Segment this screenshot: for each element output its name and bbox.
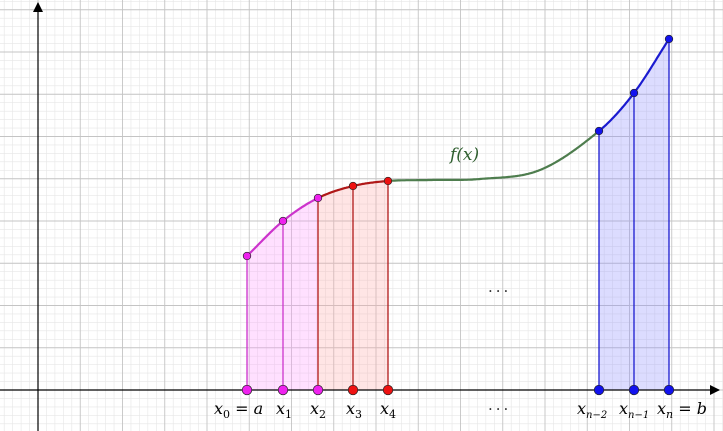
axis-point xyxy=(593,384,605,396)
curve-point xyxy=(629,88,639,98)
curve-point xyxy=(664,34,674,44)
label-x4: x4 xyxy=(380,399,396,421)
ellipsis-upper: ... xyxy=(488,278,511,296)
curve-point xyxy=(313,193,323,203)
ellipsis-lower: ... xyxy=(488,396,511,414)
axis-point xyxy=(628,384,640,396)
axis-point xyxy=(277,384,289,396)
axis-point xyxy=(663,384,675,396)
curve-point xyxy=(594,126,604,136)
label-xn-2: xn−2 xyxy=(577,399,607,421)
label-x3: x3 xyxy=(346,399,362,421)
function-label: f(x) xyxy=(448,145,479,165)
axis-point xyxy=(382,384,394,396)
partition-points xyxy=(241,34,675,396)
curve-point xyxy=(348,181,358,191)
label-xn: xn = b xyxy=(657,399,707,421)
label-x0: x0 = a xyxy=(214,399,263,421)
curve-point xyxy=(383,176,393,186)
partition-lines xyxy=(246,39,670,390)
axis-point xyxy=(312,384,324,396)
axis-point xyxy=(241,384,253,396)
label-x2: x2 xyxy=(310,399,326,421)
curve-point xyxy=(242,251,252,261)
label-x1: x1 xyxy=(276,399,292,421)
curve-point xyxy=(278,216,288,226)
axis-point xyxy=(347,384,359,396)
label-xn-1: xn−1 xyxy=(619,399,649,421)
curve-middle xyxy=(387,130,600,183)
